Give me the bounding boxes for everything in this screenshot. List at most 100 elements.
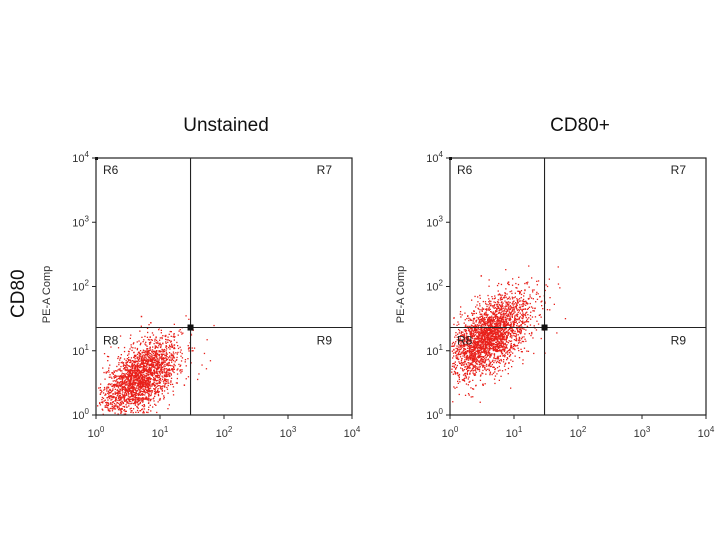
event-dot (475, 384, 477, 386)
event-dot (120, 378, 122, 380)
event-dot (508, 310, 510, 312)
event-dot (507, 297, 509, 300)
event-dot (154, 377, 156, 379)
event-dot (499, 355, 502, 357)
event-dot (510, 351, 512, 353)
event-dot (99, 393, 102, 395)
event-dot (510, 342, 512, 345)
event-dot (468, 330, 470, 332)
event-dot (155, 383, 158, 385)
event-dot (484, 341, 486, 343)
event-dot (127, 371, 129, 373)
event-dot (137, 380, 139, 382)
event-dot (145, 360, 147, 363)
event-dot (498, 282, 500, 285)
event-dot (541, 305, 543, 307)
event-dot (494, 337, 496, 339)
event-dot (159, 385, 161, 387)
event-dot (506, 323, 508, 325)
event-dot (153, 357, 155, 359)
event-dot (463, 356, 466, 358)
event-dot (500, 317, 502, 320)
event-dot (160, 344, 162, 346)
event-dot (149, 381, 151, 384)
event-dot (495, 335, 497, 338)
event-dot (518, 300, 521, 302)
event-dot (468, 351, 471, 354)
event-dot (483, 339, 485, 341)
event-dot (465, 324, 467, 326)
event-dot (154, 356, 157, 358)
event-dot (141, 361, 143, 363)
event-dot (472, 325, 474, 327)
event-dot (147, 379, 149, 381)
event-dot (510, 323, 512, 325)
event-dot (157, 393, 160, 396)
event-dot (509, 308, 512, 311)
event-dot (495, 334, 497, 336)
event-dot (462, 379, 464, 381)
event-dot (468, 340, 470, 343)
event-dot (463, 352, 466, 354)
event-dot (104, 406, 106, 408)
event-dot (136, 363, 139, 365)
event-dot (493, 357, 496, 359)
event-dot (142, 401, 144, 403)
event-dot (130, 407, 132, 409)
event-dot (497, 356, 499, 358)
event-dot (454, 361, 456, 363)
event-dot (470, 345, 472, 347)
event-dot (162, 362, 164, 364)
event-dot (122, 387, 124, 389)
event-dot (170, 373, 172, 375)
event-dot (479, 341, 481, 343)
event-dot (159, 377, 162, 380)
event-dot (504, 329, 506, 331)
event-dot (107, 402, 109, 404)
event-dot (120, 407, 123, 410)
event-dot (503, 345, 505, 348)
event-dot (157, 385, 160, 387)
event-dot (180, 364, 182, 366)
event-dot (206, 339, 208, 341)
event-dot (187, 348, 190, 350)
event-dot (533, 310, 535, 312)
event-dot (515, 318, 517, 320)
event-dot (529, 302, 531, 305)
event-dot (503, 359, 505, 361)
event-dot (508, 303, 510, 305)
event-dot (175, 352, 177, 354)
event-dot (462, 361, 464, 364)
event-dot (519, 306, 522, 308)
event-dot (128, 365, 131, 368)
event-dot (524, 338, 526, 340)
event-dot (141, 381, 144, 383)
event-dot (496, 310, 498, 312)
event-dot (145, 372, 147, 375)
event-dot (522, 305, 524, 307)
event-dot (509, 355, 511, 357)
event-dot (523, 301, 526, 303)
event-dot (165, 346, 167, 348)
event-dot (176, 373, 179, 375)
event-dot (460, 344, 463, 346)
event-dot (122, 389, 124, 391)
event-dot (119, 388, 121, 390)
event-dot (111, 408, 113, 410)
event-dot (137, 404, 139, 406)
event-dot (479, 331, 481, 333)
event-dot (467, 393, 470, 395)
event-dot (146, 392, 148, 394)
event-dot (140, 377, 142, 379)
event-dot (494, 344, 497, 346)
event-dot (532, 291, 534, 293)
event-dot (145, 341, 147, 343)
event-dot (160, 332, 162, 334)
event-dot (141, 398, 143, 400)
event-dot (122, 388, 125, 390)
event-dot (507, 313, 509, 315)
event-dot (129, 382, 132, 385)
event-dot (148, 370, 150, 373)
event-dot (502, 361, 505, 363)
